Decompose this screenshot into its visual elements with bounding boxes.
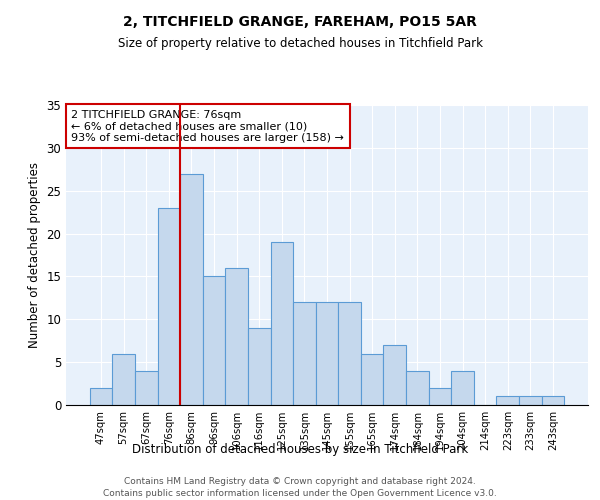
Bar [226, 268, 248, 405]
Text: Contains public sector information licensed under the Open Government Licence v3: Contains public sector information licen… [103, 489, 497, 498]
Bar [383, 345, 406, 405]
Text: Distribution of detached houses by size in Titchfield Park: Distribution of detached houses by size … [132, 442, 468, 456]
Y-axis label: Number of detached properties: Number of detached properties [28, 162, 41, 348]
Bar [428, 388, 451, 405]
Bar [248, 328, 271, 405]
Bar [135, 370, 158, 405]
Bar [316, 302, 338, 405]
Bar [542, 396, 564, 405]
Text: 2, TITCHFIELD GRANGE, FAREHAM, PO15 5AR: 2, TITCHFIELD GRANGE, FAREHAM, PO15 5AR [123, 15, 477, 29]
Bar [451, 370, 474, 405]
Bar [338, 302, 361, 405]
Bar [90, 388, 112, 405]
Bar [158, 208, 180, 405]
Text: Size of property relative to detached houses in Titchfield Park: Size of property relative to detached ho… [118, 38, 482, 51]
Bar [271, 242, 293, 405]
Text: 2 TITCHFIELD GRANGE: 76sqm
← 6% of detached houses are smaller (10)
93% of semi-: 2 TITCHFIELD GRANGE: 76sqm ← 6% of detac… [71, 110, 344, 142]
Bar [180, 174, 203, 405]
Text: Contains HM Land Registry data © Crown copyright and database right 2024.: Contains HM Land Registry data © Crown c… [124, 478, 476, 486]
Bar [496, 396, 519, 405]
Bar [293, 302, 316, 405]
Bar [112, 354, 135, 405]
Bar [406, 370, 428, 405]
Bar [519, 396, 542, 405]
Bar [203, 276, 226, 405]
Bar [361, 354, 383, 405]
